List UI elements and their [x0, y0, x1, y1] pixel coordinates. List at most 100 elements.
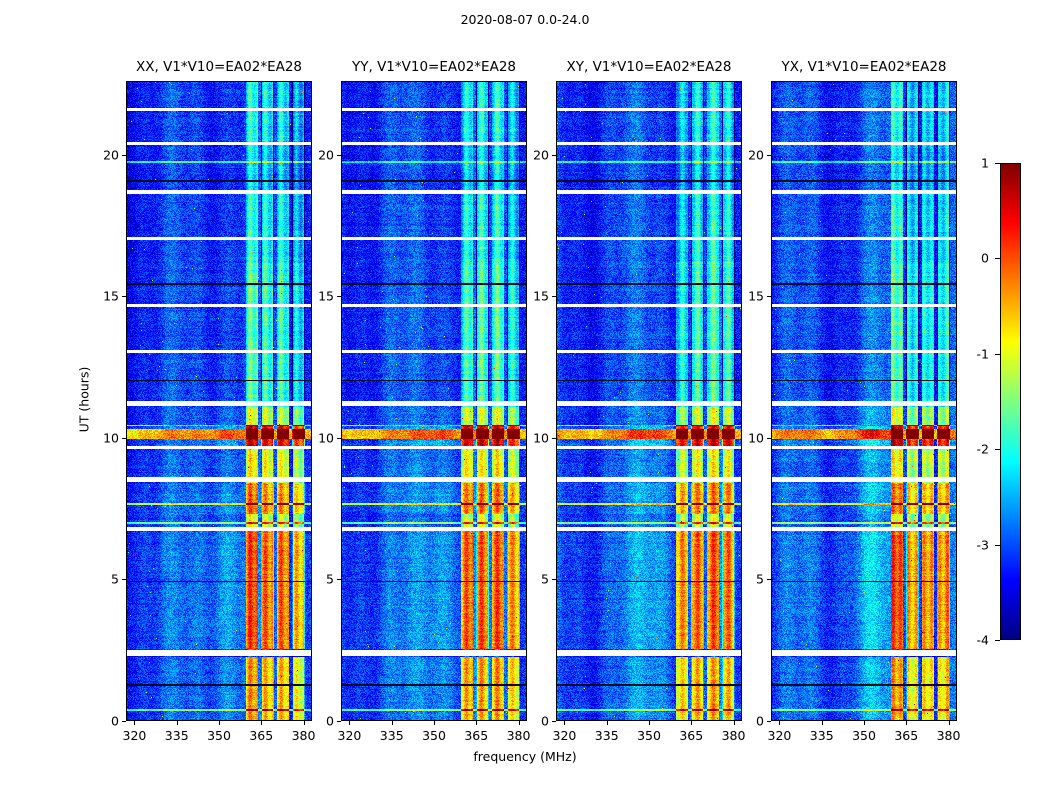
x-tick-label: 350 — [852, 728, 876, 743]
y-tick-label: 0 — [541, 713, 549, 729]
spectrogram-image-yx — [771, 81, 957, 721]
spectrogram-panel-xx: XX, V1*V10=EA02*EA28 — [126, 59, 312, 721]
x-tick-label: 320 — [767, 728, 792, 743]
x-tick-mark — [948, 721, 950, 725]
y-tick-label: 10 — [748, 430, 764, 446]
y-tick-mark — [552, 296, 556, 298]
y-tick-label: 15 — [533, 288, 549, 304]
y-tick-label: 0 — [326, 713, 334, 729]
y-tick-mark — [552, 154, 556, 156]
y-tick-mark — [552, 437, 556, 439]
x-tick-mark — [134, 721, 136, 725]
colorbar-tick-mark — [995, 258, 1000, 260]
y-tick-label: 10 — [318, 430, 334, 446]
x-tick-label: 320 — [552, 728, 577, 743]
x-tick-mark — [606, 721, 608, 725]
y-tick-label: 20 — [103, 147, 119, 163]
x-tick-mark — [821, 721, 823, 725]
y-tick-mark — [337, 296, 341, 298]
x-tick-mark — [434, 721, 435, 725]
x-tick-mark — [864, 721, 865, 725]
y-tick-mark — [122, 437, 126, 439]
x-tick-label: 365 — [894, 728, 919, 743]
x-tick-mark — [391, 721, 393, 725]
x-tick-label: 380 — [721, 728, 746, 743]
spectrogram-panel-yy: YY, V1*V10=EA02*EA28 — [341, 59, 527, 721]
x-tick-label: 335 — [809, 728, 834, 743]
colorbar-gradient — [1000, 163, 1021, 640]
x-tick-label: 350 — [207, 728, 231, 743]
y-tick-label: 15 — [748, 288, 764, 304]
y-tick-label: 5 — [541, 571, 549, 587]
spectrogram-image-xx — [126, 81, 312, 721]
y-tick-label: 20 — [748, 147, 764, 163]
y-tick-mark — [122, 721, 126, 722]
colorbar-tick-label: -2 — [976, 441, 989, 457]
colorbar-tick-mark — [995, 640, 1000, 641]
x-tick-mark — [303, 721, 305, 725]
x-tick-mark — [476, 721, 478, 725]
y-tick-label: 10 — [103, 430, 119, 446]
figure-suptitle: 2020-08-07 0.0-24.0 — [460, 12, 590, 27]
x-tick-label: 350 — [422, 728, 446, 743]
x-tick-label: 380 — [291, 728, 316, 743]
x-tick-mark — [779, 721, 781, 725]
colorbar-tick-label: -1 — [976, 346, 989, 362]
x-tick-mark — [906, 721, 908, 725]
x-tick-label: 335 — [379, 728, 404, 743]
spectrogram-image-xy — [556, 81, 742, 721]
x-tick-label: 335 — [594, 728, 619, 743]
y-tick-mark — [552, 579, 556, 581]
x-tick-label: 335 — [164, 728, 189, 743]
y-tick-mark — [122, 296, 126, 298]
y-tick-mark — [122, 579, 126, 581]
x-tick-label: 380 — [506, 728, 531, 743]
x-axis-label: frequency (MHz) — [473, 749, 577, 764]
y-tick-label: 0 — [756, 713, 764, 729]
y-axis-label: UT (hours) — [76, 366, 92, 433]
y-tick-mark — [767, 437, 771, 439]
spectrogram-image-yy — [341, 81, 527, 721]
y-tick-mark — [337, 154, 341, 156]
y-tick-mark — [767, 296, 771, 298]
x-tick-label: 320 — [337, 728, 362, 743]
y-tick-label: 15 — [103, 288, 119, 304]
y-tick-label: 5 — [756, 571, 764, 587]
x-tick-label: 380 — [936, 728, 961, 743]
colorbar-tick-label: 1 — [981, 155, 989, 171]
x-tick-mark — [219, 721, 220, 725]
y-tick-mark — [337, 721, 341, 722]
panel-title-yx: YX, V1*V10=EA02*EA28 — [781, 59, 947, 75]
colorbar-tick-mark — [995, 449, 1000, 451]
x-tick-mark — [349, 721, 351, 725]
spectrogram-panel-xy: XY, V1*V10=EA02*EA28 — [556, 59, 742, 721]
x-tick-label: 365 — [679, 728, 704, 743]
x-tick-mark — [564, 721, 566, 725]
y-tick-mark — [122, 154, 126, 156]
y-tick-mark — [337, 579, 341, 581]
panel-title-yy: YY, V1*V10=EA02*EA28 — [351, 59, 517, 75]
x-tick-label: 350 — [637, 728, 661, 743]
x-tick-mark — [691, 721, 693, 725]
y-tick-mark — [767, 154, 771, 156]
colorbar — [1000, 163, 1021, 640]
x-tick-label: 365 — [249, 728, 274, 743]
colorbar-tick-label: 0 — [981, 250, 989, 266]
y-tick-label: 0 — [111, 713, 119, 729]
colorbar-tick-label: -3 — [976, 537, 989, 553]
colorbar-tick-mark — [995, 544, 1000, 546]
panel-title-xx: XX, V1*V10=EA02*EA28 — [135, 59, 303, 75]
y-tick-mark — [767, 721, 771, 722]
x-tick-mark — [261, 721, 263, 725]
x-tick-mark — [733, 721, 735, 725]
y-tick-label: 20 — [533, 147, 549, 163]
spectrogram-panel-yx: YX, V1*V10=EA02*EA28 — [771, 59, 957, 721]
panel-title-xy: XY, V1*V10=EA02*EA28 — [566, 59, 732, 75]
y-tick-label: 10 — [533, 430, 549, 446]
x-tick-mark — [176, 721, 178, 725]
colorbar-tick-mark — [995, 353, 1000, 355]
x-tick-label: 320 — [122, 728, 147, 743]
x-tick-mark — [518, 721, 520, 725]
y-tick-label: 15 — [318, 288, 334, 304]
